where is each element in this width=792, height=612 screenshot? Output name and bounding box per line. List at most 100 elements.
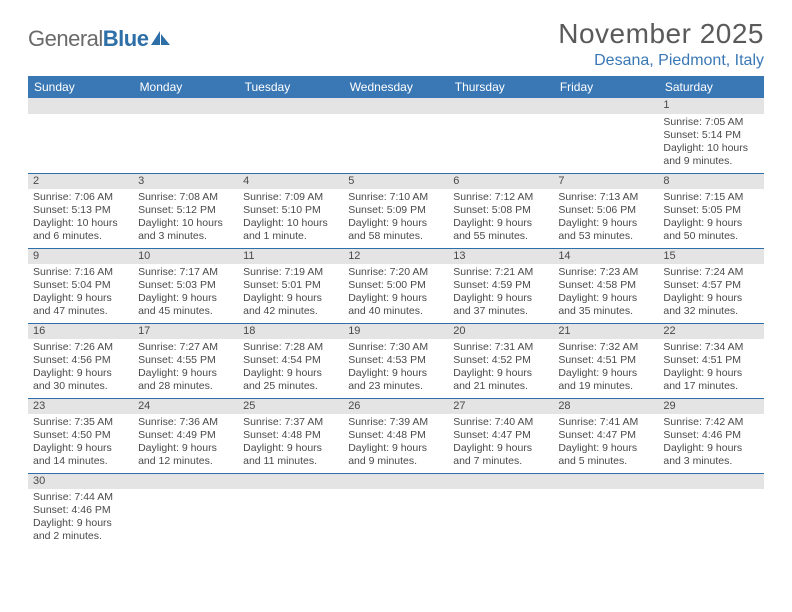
sunrise-text: Sunrise: 7:39 AM — [348, 416, 443, 429]
day-number-cell: 26 — [343, 398, 448, 414]
day-number-cell: 14 — [553, 248, 658, 264]
day-content-cell: Sunrise: 7:09 AMSunset: 5:10 PMDaylight:… — [238, 189, 343, 248]
day-content-cell: Sunrise: 7:06 AMSunset: 5:13 PMDaylight:… — [28, 189, 133, 248]
day-number-row: 30 — [28, 473, 764, 489]
daylight-text: Daylight: 9 hours and 28 minutes. — [138, 367, 233, 393]
day-content-cell — [553, 489, 658, 548]
day-number-cell — [343, 473, 448, 489]
day-number-cell: 24 — [133, 398, 238, 414]
daylight-text: Daylight: 9 hours and 21 minutes. — [453, 367, 548, 393]
day-content-cell — [448, 489, 553, 548]
sunset-text: Sunset: 4:50 PM — [33, 429, 128, 442]
daylight-text: Daylight: 10 hours and 9 minutes. — [663, 142, 758, 168]
day-content-cell: Sunrise: 7:31 AMSunset: 4:52 PMDaylight:… — [448, 339, 553, 398]
day-number-cell: 19 — [343, 323, 448, 339]
day-number-row: 23242526272829 — [28, 398, 764, 414]
day-number-row: 1 — [28, 98, 764, 114]
daylight-text: Daylight: 9 hours and 55 minutes. — [453, 217, 548, 243]
day-number-cell: 11 — [238, 248, 343, 264]
weekday-header: Saturday — [658, 76, 763, 98]
day-content-row: Sunrise: 7:06 AMSunset: 5:13 PMDaylight:… — [28, 189, 764, 248]
weekday-header: Monday — [133, 76, 238, 98]
sunrise-text: Sunrise: 7:15 AM — [663, 191, 758, 204]
sunrise-text: Sunrise: 7:32 AM — [558, 341, 653, 354]
sunset-text: Sunset: 4:49 PM — [138, 429, 233, 442]
sunset-text: Sunset: 4:52 PM — [453, 354, 548, 367]
day-content-cell: Sunrise: 7:32 AMSunset: 4:51 PMDaylight:… — [553, 339, 658, 398]
sunset-text: Sunset: 4:51 PM — [663, 354, 758, 367]
sunrise-text: Sunrise: 7:09 AM — [243, 191, 338, 204]
day-content-cell: Sunrise: 7:30 AMSunset: 4:53 PMDaylight:… — [343, 339, 448, 398]
sunrise-text: Sunrise: 7:41 AM — [558, 416, 653, 429]
day-content-cell: Sunrise: 7:41 AMSunset: 4:47 PMDaylight:… — [553, 414, 658, 473]
sunset-text: Sunset: 5:10 PM — [243, 204, 338, 217]
daylight-text: Daylight: 9 hours and 42 minutes. — [243, 292, 338, 318]
weekday-header: Tuesday — [238, 76, 343, 98]
weekday-header-row: SundayMondayTuesdayWednesdayThursdayFrid… — [28, 76, 764, 98]
day-content-cell — [133, 489, 238, 548]
daylight-text: Daylight: 9 hours and 14 minutes. — [33, 442, 128, 468]
daylight-text: Daylight: 9 hours and 50 minutes. — [663, 217, 758, 243]
daylight-text: Daylight: 9 hours and 45 minutes. — [138, 292, 233, 318]
day-content-row: Sunrise: 7:35 AMSunset: 4:50 PMDaylight:… — [28, 414, 764, 473]
day-number-row: 9101112131415 — [28, 248, 764, 264]
sunrise-text: Sunrise: 7:20 AM — [348, 266, 443, 279]
month-title: November 2025 — [558, 18, 764, 50]
day-number-cell: 6 — [448, 173, 553, 189]
day-content-cell: Sunrise: 7:23 AMSunset: 4:58 PMDaylight:… — [553, 264, 658, 323]
day-content-row: Sunrise: 7:05 AMSunset: 5:14 PMDaylight:… — [28, 114, 764, 173]
daylight-text: Daylight: 9 hours and 30 minutes. — [33, 367, 128, 393]
day-number-cell — [133, 98, 238, 114]
header: GeneralBlue November 2025 Desana, Piedmo… — [28, 18, 764, 70]
day-content-cell: Sunrise: 7:10 AMSunset: 5:09 PMDaylight:… — [343, 189, 448, 248]
sunset-text: Sunset: 4:56 PM — [33, 354, 128, 367]
sunrise-text: Sunrise: 7:06 AM — [33, 191, 128, 204]
calendar-table: SundayMondayTuesdayWednesdayThursdayFrid… — [28, 76, 764, 548]
day-number-cell — [238, 473, 343, 489]
daylight-text: Daylight: 9 hours and 5 minutes. — [558, 442, 653, 468]
sunrise-text: Sunrise: 7:13 AM — [558, 191, 653, 204]
sunset-text: Sunset: 5:12 PM — [138, 204, 233, 217]
day-content-cell: Sunrise: 7:13 AMSunset: 5:06 PMDaylight:… — [553, 189, 658, 248]
day-content-cell — [28, 114, 133, 173]
day-number-cell: 22 — [658, 323, 763, 339]
daylight-text: Daylight: 10 hours and 6 minutes. — [33, 217, 128, 243]
day-number-cell: 18 — [238, 323, 343, 339]
day-content-cell — [343, 114, 448, 173]
day-number-cell: 7 — [553, 173, 658, 189]
logo-text-1: General — [28, 26, 103, 52]
weekday-header: Thursday — [448, 76, 553, 98]
sunrise-text: Sunrise: 7:08 AM — [138, 191, 233, 204]
daylight-text: Daylight: 9 hours and 2 minutes. — [33, 517, 128, 543]
day-content-cell: Sunrise: 7:42 AMSunset: 4:46 PMDaylight:… — [658, 414, 763, 473]
sunset-text: Sunset: 4:55 PM — [138, 354, 233, 367]
day-number-cell: 16 — [28, 323, 133, 339]
day-number-cell: 30 — [28, 473, 133, 489]
day-content-cell: Sunrise: 7:15 AMSunset: 5:05 PMDaylight:… — [658, 189, 763, 248]
day-content-cell: Sunrise: 7:05 AMSunset: 5:14 PMDaylight:… — [658, 114, 763, 173]
daylight-text: Daylight: 9 hours and 7 minutes. — [453, 442, 548, 468]
day-number-cell: 13 — [448, 248, 553, 264]
day-content-cell: Sunrise: 7:12 AMSunset: 5:08 PMDaylight:… — [448, 189, 553, 248]
logo-sail-icon — [150, 30, 172, 46]
sunset-text: Sunset: 4:47 PM — [558, 429, 653, 442]
day-number-cell — [448, 473, 553, 489]
sunrise-text: Sunrise: 7:12 AM — [453, 191, 548, 204]
day-number-cell: 5 — [343, 173, 448, 189]
day-number-cell: 4 — [238, 173, 343, 189]
sunrise-text: Sunrise: 7:16 AM — [33, 266, 128, 279]
day-content-cell: Sunrise: 7:20 AMSunset: 5:00 PMDaylight:… — [343, 264, 448, 323]
day-content-cell: Sunrise: 7:37 AMSunset: 4:48 PMDaylight:… — [238, 414, 343, 473]
sunrise-text: Sunrise: 7:40 AM — [453, 416, 548, 429]
daylight-text: Daylight: 9 hours and 3 minutes. — [663, 442, 758, 468]
daylight-text: Daylight: 9 hours and 37 minutes. — [453, 292, 548, 318]
sunrise-text: Sunrise: 7:24 AM — [663, 266, 758, 279]
sunrise-text: Sunrise: 7:35 AM — [33, 416, 128, 429]
daylight-text: Daylight: 9 hours and 9 minutes. — [348, 442, 443, 468]
day-number-cell: 17 — [133, 323, 238, 339]
sunset-text: Sunset: 4:46 PM — [663, 429, 758, 442]
daylight-text: Daylight: 9 hours and 25 minutes. — [243, 367, 338, 393]
day-content-row: Sunrise: 7:26 AMSunset: 4:56 PMDaylight:… — [28, 339, 764, 398]
sunset-text: Sunset: 5:00 PM — [348, 279, 443, 292]
logo: GeneralBlue — [28, 26, 172, 52]
